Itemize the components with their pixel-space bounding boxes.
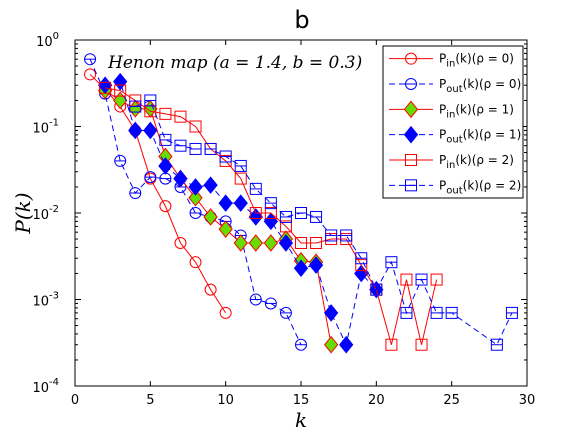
y-tick-label: 10-1	[32, 118, 59, 137]
y-tick-label: 100	[36, 31, 59, 50]
series-line	[104, 90, 332, 345]
data-point	[293, 259, 309, 278]
data-point	[400, 273, 413, 286]
x-tick-label: 5	[146, 393, 154, 408]
legend-label: Pout(k)(ρ = 0)	[439, 77, 521, 95]
legend-marker	[405, 154, 417, 166]
data-point	[159, 200, 172, 213]
data-point	[233, 194, 248, 212]
data-point	[188, 178, 203, 196]
y-tick-label: 10-4	[32, 377, 59, 396]
series-6	[129, 94, 518, 351]
data-point	[295, 236, 307, 249]
legend-entry: Pout(k)(ρ = 2)	[389, 178, 521, 196]
data-point	[218, 194, 233, 212]
data-point	[113, 72, 128, 91]
legend-label: Pin(k)(ρ = 0)	[439, 52, 514, 70]
data-point	[218, 220, 233, 238]
data-point	[263, 234, 279, 252]
series-line	[135, 99, 513, 346]
data-point	[234, 172, 247, 185]
data-point	[355, 259, 368, 272]
y-axis-label: P(k)	[11, 192, 35, 234]
x-axis-label: k	[295, 408, 307, 432]
legend-entry: Pin(k)(ρ = 1)	[389, 100, 514, 120]
data-point	[264, 207, 277, 219]
legend-label: Pin(k)(ρ = 1)	[439, 102, 514, 120]
legend-entry: Pin(k)(ρ = 0)	[389, 52, 514, 70]
x-tick-label: 0	[71, 393, 79, 408]
x-tick-label: 10	[217, 393, 234, 408]
data-point	[249, 207, 262, 219]
y-tick-label: 10-2	[32, 204, 59, 223]
chart-title: b	[294, 6, 309, 34]
x-tick-label: 30	[519, 393, 536, 408]
data-point	[385, 338, 398, 351]
y-tick-label: 10-3	[32, 291, 59, 310]
data-point	[339, 335, 354, 354]
legend-label: Pout(k)(ρ = 2)	[439, 178, 521, 196]
x-tick-label: 25	[443, 393, 460, 408]
data-point	[323, 335, 339, 354]
data-point	[143, 121, 158, 140]
legend-marker	[403, 125, 419, 144]
data-point	[248, 234, 263, 252]
data-point	[219, 306, 232, 319]
data-point	[279, 220, 292, 233]
data-point	[204, 283, 217, 296]
series-line	[89, 74, 227, 314]
legend-entry: Pout(k)(ρ = 1)	[389, 125, 521, 146]
data-point	[203, 176, 218, 194]
data-point	[203, 208, 218, 226]
data-point	[189, 256, 202, 269]
data-point	[99, 81, 112, 94]
legend: Pin(k)(ρ = 0) Pout(k)(ρ = 0) Pin(k)(ρ = 1)…	[382, 45, 524, 199]
data-point	[174, 236, 187, 249]
data-point	[188, 188, 203, 207]
data-point	[189, 120, 202, 133]
legend-entry: Pin(k)(ρ = 2)	[389, 153, 514, 171]
data-point	[158, 157, 173, 175]
legend-marker	[405, 52, 417, 65]
data-point	[323, 304, 339, 322]
annotation-text: Henon map (a = 1.4, b = 0.3)	[107, 53, 362, 73]
legend-marker	[403, 100, 419, 119]
legend-entry: Pout(k)(ρ = 0)	[389, 77, 521, 95]
data-point	[114, 84, 127, 97]
x-tick-label: 20	[368, 393, 385, 408]
plot-layer	[84, 53, 518, 354]
data-point	[173, 169, 188, 188]
data-point	[278, 234, 294, 252]
data-point	[415, 338, 428, 351]
data-point	[430, 273, 443, 286]
data-point	[129, 94, 142, 107]
data-point	[128, 121, 143, 140]
legend-box	[382, 45, 524, 199]
legend-label: Pout(k)(ρ = 1)	[439, 128, 521, 146]
data-point	[159, 107, 172, 120]
axis-layer: 0 5 10 15 20 25 30 100 10-1 10-2 10-3 10-4	[32, 31, 535, 408]
data-point	[84, 68, 97, 81]
data-point	[310, 236, 323, 249]
series-4	[97, 72, 384, 354]
legend-label: Pin(k)(ρ = 2)	[439, 153, 514, 171]
x-tick-label: 15	[293, 393, 310, 408]
series-5	[99, 81, 443, 351]
data-point	[174, 110, 187, 123]
data-point	[308, 256, 324, 274]
data-point	[233, 234, 248, 252]
